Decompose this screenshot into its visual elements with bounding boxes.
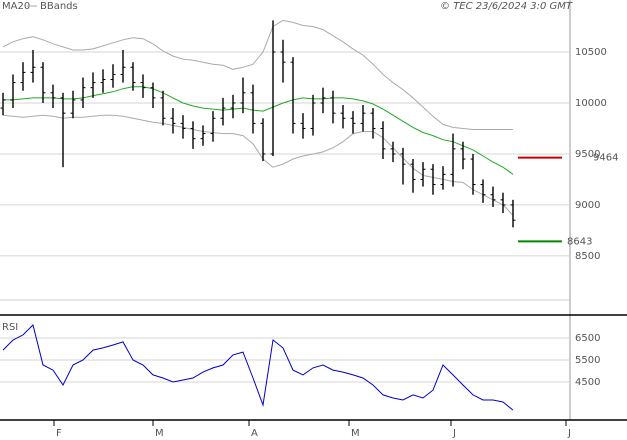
y-tick-label: 4500 bbox=[575, 377, 600, 388]
y-tick-label: 9000 bbox=[575, 200, 600, 211]
ma-line bbox=[3, 86, 514, 175]
y-tick-label: 8500 bbox=[575, 251, 600, 262]
panel-title: RSI bbox=[2, 322, 18, 333]
x-tick-label: F bbox=[56, 428, 62, 439]
bband-upper bbox=[2, 19, 513, 130]
rsi-line bbox=[2, 324, 514, 411]
y-tick-label: 6500 bbox=[575, 333, 600, 344]
legend-label: MA20 bbox=[2, 1, 30, 12]
y-tick-label: 10000 bbox=[575, 98, 607, 109]
x-tick-label: M bbox=[155, 428, 164, 439]
x-tick-label: J bbox=[452, 428, 456, 439]
bband-lower bbox=[2, 114, 514, 216]
price-level-label: 8643 bbox=[567, 236, 592, 247]
x-tick-label: A bbox=[251, 428, 258, 439]
y-tick-label: 5500 bbox=[575, 355, 600, 366]
y-tick-label: 9500 bbox=[575, 149, 600, 160]
x-tick-label: M bbox=[351, 428, 360, 439]
price-level-label: 9464 bbox=[593, 153, 618, 164]
source: © TEC 23/6/2024 3:0 GMT bbox=[440, 1, 573, 12]
y-tick-label: 10500 bbox=[575, 47, 607, 58]
x-tick-label: J bbox=[567, 428, 571, 439]
legend-label: BBands bbox=[40, 1, 78, 12]
